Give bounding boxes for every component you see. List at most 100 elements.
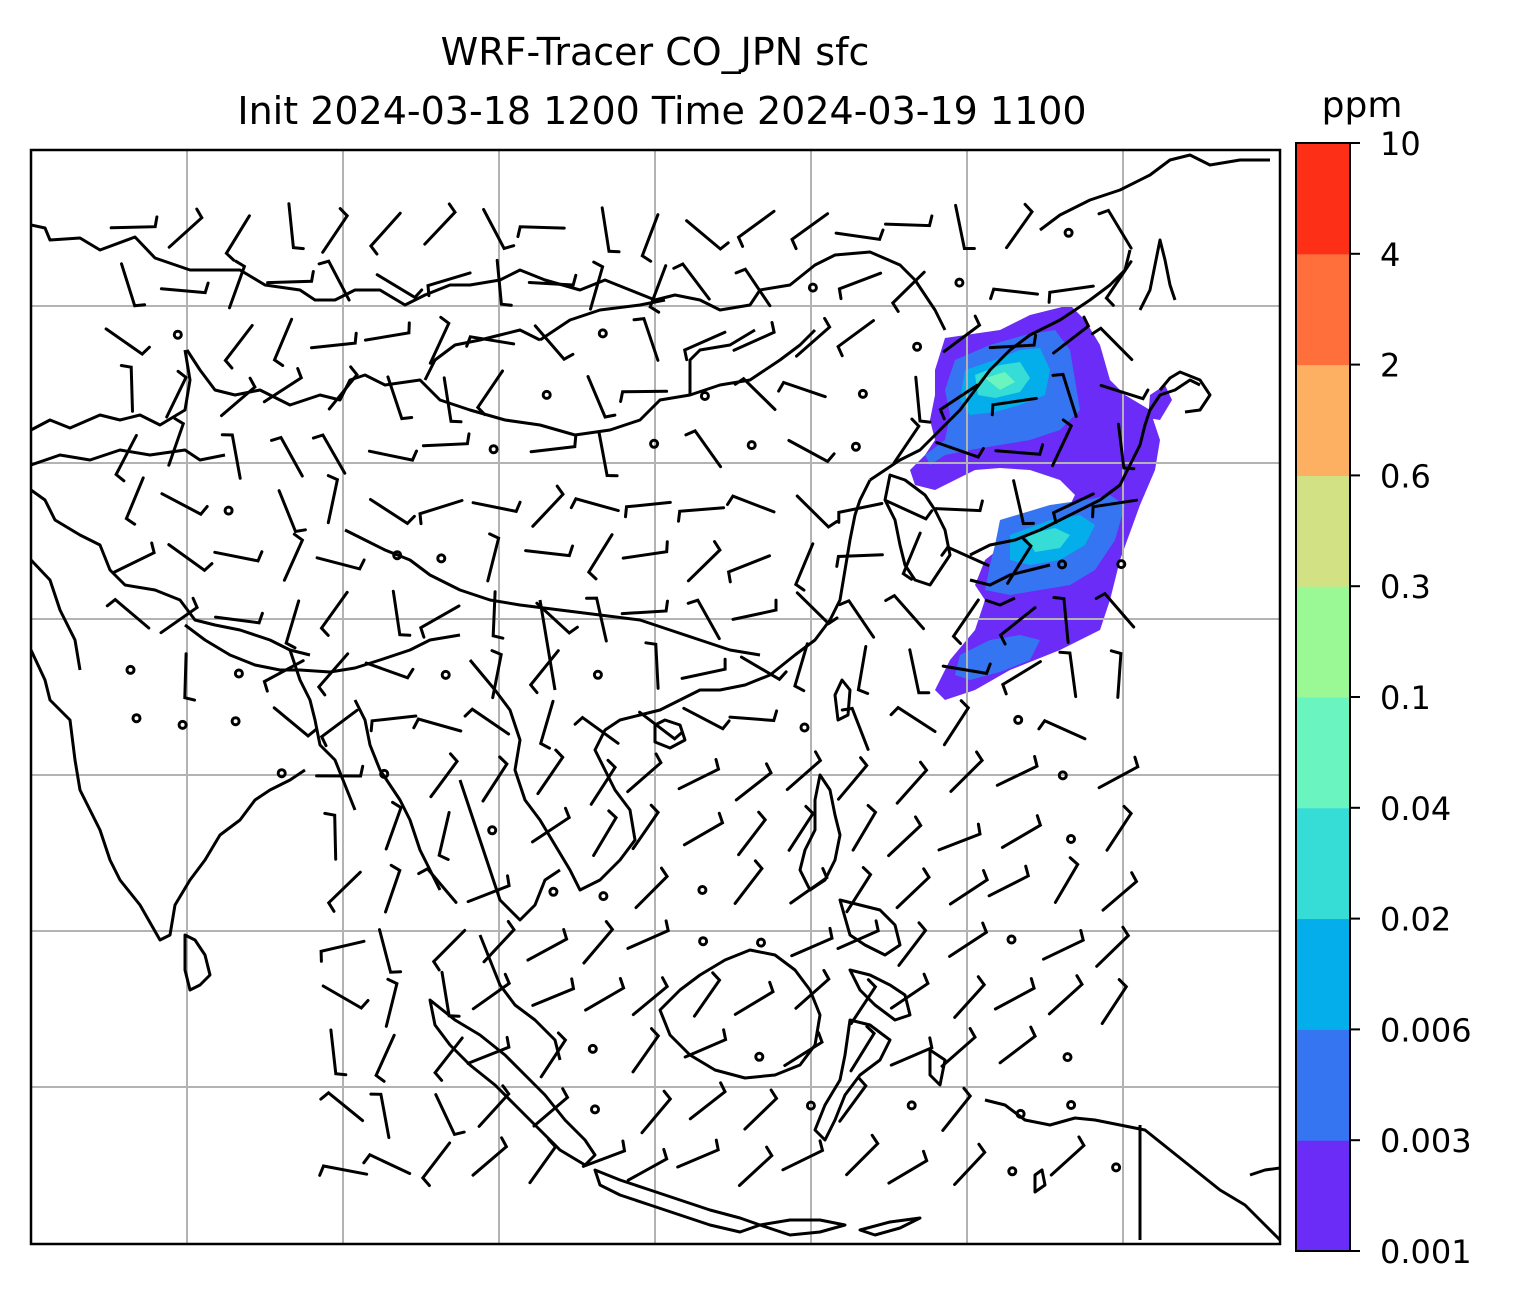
wind-barb xyxy=(471,500,522,514)
wind-barb xyxy=(1012,479,1035,526)
wind-barb xyxy=(889,705,937,733)
tracer-plume xyxy=(910,305,1172,700)
wind-barb xyxy=(315,556,366,571)
wind-barb xyxy=(728,709,779,723)
wind-barb xyxy=(682,811,725,847)
wind-barb xyxy=(685,219,730,251)
wind-barb xyxy=(418,499,464,526)
wind-barb xyxy=(785,750,823,791)
wind-barb xyxy=(262,659,305,693)
wind-barb xyxy=(849,1025,877,1073)
wind-barb xyxy=(1100,978,1129,1025)
wind-barb xyxy=(1053,856,1080,904)
wind-barb xyxy=(1052,315,1091,355)
wind-barb xyxy=(987,864,1031,898)
wind-barb xyxy=(634,866,670,910)
wind-barb xyxy=(677,506,726,523)
wind-barb xyxy=(734,762,773,802)
wind-barb xyxy=(989,287,1039,301)
wind-barb xyxy=(726,554,771,584)
calm-wind-marker xyxy=(699,391,710,401)
wind-barb xyxy=(692,971,722,1018)
wind-barb xyxy=(895,760,929,805)
calm-wind-marker xyxy=(799,722,810,733)
wind-barb xyxy=(220,376,257,418)
wind-barb xyxy=(1090,326,1134,362)
wind-barb xyxy=(581,1139,627,1168)
wind-barb xyxy=(954,203,976,250)
wind-barb xyxy=(368,211,402,256)
wind-barb xyxy=(528,649,560,695)
wind-barb xyxy=(526,928,569,962)
calm-wind-marker xyxy=(1057,559,1068,570)
colorbar-tick-label: 0.1 xyxy=(1380,679,1431,717)
wind-barb xyxy=(731,598,778,621)
wind-barb xyxy=(440,970,461,1018)
calm-wind-marker xyxy=(1063,227,1074,238)
wind-barb xyxy=(682,706,731,731)
wind-barb xyxy=(790,926,834,958)
wind-barb xyxy=(589,758,618,806)
colorbar-tick-label: 0.003 xyxy=(1380,1122,1472,1160)
wind-barb xyxy=(940,1027,977,1068)
wind-barb xyxy=(733,859,764,905)
calm-wind-marker xyxy=(1006,934,1017,945)
wind-barb xyxy=(391,589,412,637)
map-frame xyxy=(29,148,1282,1246)
wind-barb xyxy=(1109,649,1123,699)
wind-barb xyxy=(287,202,305,251)
wind-barb xyxy=(442,376,463,424)
calm-wind-marker xyxy=(172,329,183,340)
wind-barb xyxy=(631,1027,661,1074)
wind-barb xyxy=(362,1152,412,1175)
colorbar-tick-label: 0.3 xyxy=(1380,568,1431,606)
colorbar-tick-label: 0.001 xyxy=(1380,1233,1472,1271)
wind-barb xyxy=(220,433,242,480)
wind-barb xyxy=(835,553,884,568)
wind-barb xyxy=(167,417,186,467)
wind-barb xyxy=(620,599,669,616)
wind-barb xyxy=(949,750,985,793)
calm-wind-marker xyxy=(590,1104,600,1115)
wind-barb xyxy=(282,532,305,582)
calm-wind-marker xyxy=(649,438,660,449)
wind-barb xyxy=(1105,804,1134,852)
wind-barb xyxy=(516,225,566,239)
wind-barb xyxy=(491,590,505,640)
colorbar-tick-label: 2 xyxy=(1380,347,1400,385)
calm-wind-marker xyxy=(379,768,390,779)
wind-barb xyxy=(311,433,347,475)
calm-wind-marker xyxy=(131,713,142,724)
wind-barb xyxy=(631,803,661,851)
wind-barb xyxy=(310,331,358,350)
wind-barb xyxy=(998,1025,1037,1065)
wind-barb xyxy=(1101,871,1139,912)
calm-wind-marker xyxy=(592,669,603,680)
wind-barb xyxy=(183,652,196,702)
wind-barb xyxy=(369,714,418,733)
wind-barb xyxy=(856,645,870,695)
wind-barb xyxy=(495,258,513,307)
wind-barb xyxy=(1099,383,1150,401)
wind-barb xyxy=(384,863,402,914)
wind-barb xyxy=(1051,372,1078,418)
wind-barb xyxy=(536,748,565,796)
wind-barb xyxy=(737,1145,774,1187)
wind-barb xyxy=(167,207,204,249)
wind-barb xyxy=(223,324,254,370)
wind-barb xyxy=(789,867,829,905)
calm-wind-marker xyxy=(125,664,136,675)
wind-barb xyxy=(426,271,472,298)
wind-barb xyxy=(434,1093,466,1137)
wind-barb xyxy=(838,598,876,639)
wind-barb xyxy=(889,972,930,1010)
wind-barb xyxy=(272,317,294,367)
wind-barb xyxy=(993,977,1036,1011)
wind-barb xyxy=(793,542,815,592)
wind-barb xyxy=(433,1036,464,1082)
wind-barb xyxy=(840,706,870,751)
title-line-2: Init 2024-03-18 1200 Time 2024-03-19 110… xyxy=(237,89,1086,133)
wind-barb xyxy=(895,867,931,910)
wind-barb xyxy=(429,752,460,799)
